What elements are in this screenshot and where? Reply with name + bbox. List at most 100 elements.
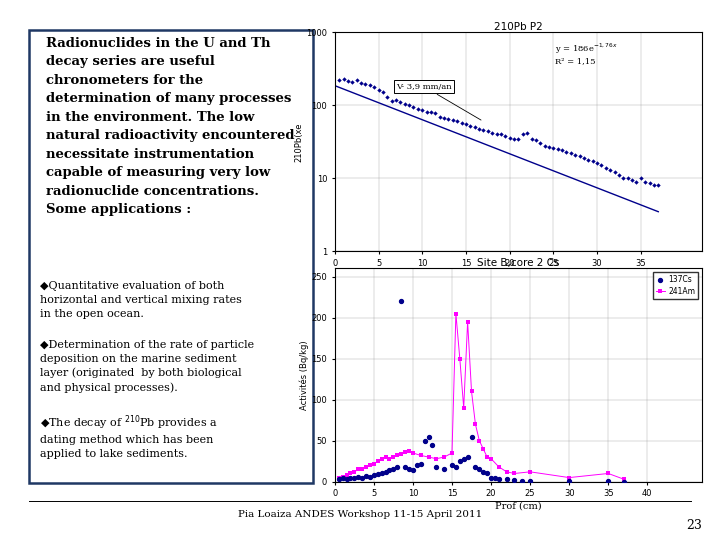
241Am <box>393 452 402 458</box>
137Cs <box>469 463 481 471</box>
241Am <box>510 470 519 477</box>
137Cs <box>509 476 521 484</box>
241Am <box>416 452 425 458</box>
Point <box>338 75 349 83</box>
Point <box>578 153 590 162</box>
137Cs <box>400 463 411 471</box>
Point <box>561 147 572 156</box>
137Cs <box>348 473 360 482</box>
241Am <box>366 462 374 469</box>
137Cs <box>618 477 629 486</box>
241Am <box>361 464 370 470</box>
137Cs <box>392 463 403 471</box>
Title: Site B,core 2 Cs: Site B,core 2 Cs <box>477 258 559 268</box>
241Am <box>483 454 492 460</box>
Point <box>487 129 498 137</box>
137Cs <box>408 466 419 475</box>
137Cs <box>345 474 356 483</box>
137Cs <box>466 432 477 441</box>
137Cs <box>368 471 379 480</box>
Title: 210Pb P2: 210Pb P2 <box>494 22 543 32</box>
Point <box>648 181 660 190</box>
137Cs <box>376 469 387 478</box>
Text: ◆Quantitative evaluation of both
horizontal and vertical mixing rates
in the ope: ◆Quantitative evaluation of both horizon… <box>40 281 242 319</box>
137Cs <box>364 472 376 481</box>
241Am <box>389 454 397 460</box>
241Am <box>409 450 418 456</box>
241Am <box>382 454 390 460</box>
137Cs <box>485 473 497 482</box>
137Cs <box>450 463 462 471</box>
241Am <box>432 455 441 462</box>
241Am <box>405 447 413 454</box>
Point <box>355 79 366 87</box>
Point <box>526 134 537 143</box>
137Cs <box>454 457 466 465</box>
137Cs <box>458 454 469 463</box>
Point <box>377 88 389 97</box>
Point <box>595 161 607 170</box>
Point <box>386 97 397 105</box>
Point <box>622 174 634 183</box>
Point <box>351 76 362 85</box>
Point <box>587 157 598 166</box>
Text: y = 186e$^{-1,76x}$
R² = 1,15: y = 186e$^{-1,76x}$ R² = 1,15 <box>555 41 618 65</box>
Point <box>605 166 616 174</box>
Y-axis label: 210Pb(xe: 210Pb(xe <box>294 122 303 161</box>
Point <box>600 163 611 172</box>
137Cs <box>360 471 372 480</box>
Point <box>369 83 380 91</box>
137Cs <box>372 470 384 478</box>
241Am <box>338 474 347 480</box>
Point <box>395 98 406 106</box>
137Cs <box>516 476 528 485</box>
241Am <box>346 470 355 477</box>
241Am <box>619 476 628 482</box>
137Cs <box>403 465 415 474</box>
137Cs <box>419 436 431 445</box>
Point <box>557 146 568 155</box>
Point <box>464 122 476 130</box>
137Cs <box>489 474 500 483</box>
137Cs <box>380 468 392 476</box>
Text: ◆Determination of the rate of particle
deposition on the marine sediment
layer (: ◆Determination of the rate of particle d… <box>40 340 254 393</box>
Y-axis label: Activités (Bq/kg): Activités (Bq/kg) <box>299 340 309 410</box>
241Am <box>471 421 480 428</box>
Point <box>473 124 485 133</box>
137Cs <box>524 476 536 485</box>
Point <box>652 181 664 190</box>
Point <box>420 108 432 117</box>
137Cs <box>446 461 458 470</box>
137Cs <box>564 477 575 485</box>
137Cs <box>493 475 505 483</box>
Point <box>482 127 494 136</box>
137Cs <box>482 469 493 478</box>
Point <box>426 107 437 116</box>
Point <box>570 151 581 159</box>
Point <box>491 129 503 138</box>
Point <box>364 80 376 89</box>
Point <box>416 106 428 115</box>
241Am <box>456 355 464 362</box>
137Cs <box>356 473 368 482</box>
Point <box>390 95 402 104</box>
137Cs <box>501 475 513 483</box>
Point <box>443 114 454 123</box>
137Cs <box>427 441 438 449</box>
241Am <box>440 454 449 460</box>
Point <box>530 136 541 145</box>
Text: ◆The decay of $^{210}$Pb provides a
dating method which has been
applied to lake: ◆The decay of $^{210}$Pb provides a dati… <box>40 413 217 459</box>
Point <box>346 78 358 86</box>
241Am <box>385 455 394 462</box>
241Am <box>397 450 405 457</box>
Point <box>399 99 410 108</box>
241Am <box>459 404 468 411</box>
241Am <box>604 470 613 477</box>
241Am <box>526 469 534 475</box>
241Am <box>374 458 382 464</box>
137Cs <box>387 465 399 474</box>
Point <box>434 112 446 121</box>
241Am <box>495 464 503 470</box>
137Cs <box>474 465 485 474</box>
Point <box>639 177 651 186</box>
